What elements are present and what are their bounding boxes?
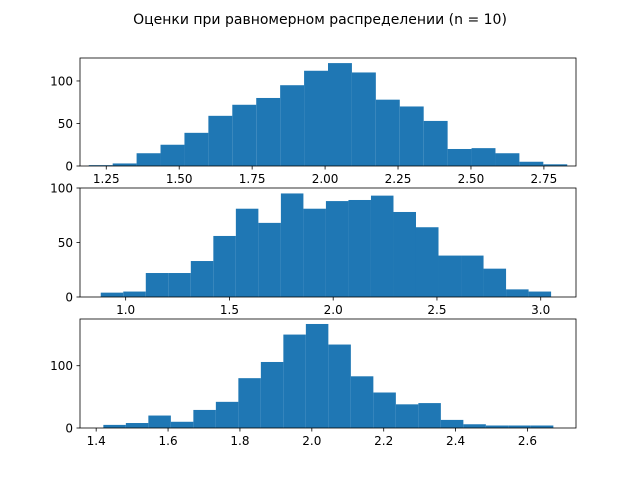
histogram-bar [103,424,126,428]
x-tick-label: 2.25 [385,172,412,186]
histogram-bar [495,153,520,166]
x-tick-label: 3.0 [531,303,550,317]
histogram-bar [193,409,216,428]
x-tick-label: 1.50 [166,172,193,186]
histogram-bar [148,415,171,428]
histogram-panel-2: 1.0 1.5 2.0 2.5 3.0 0 50 100 [50,181,577,317]
x-tick-label: 2.5 [427,303,446,317]
histogram-bar [136,153,161,166]
histogram-bar [215,401,239,428]
x-tick-label: 2.4 [446,434,465,448]
histogram-bar [447,148,472,166]
histogram-bar [232,104,257,166]
histogram-bar [463,424,486,428]
histogram-bar [418,403,441,428]
histogram-bar [184,132,209,166]
figure-title: Оценки при равномерном распределении (n … [133,12,507,28]
y-tick-label: 100 [50,181,73,195]
histogram-bar [325,201,349,297]
histogram-bar [506,289,529,297]
x-tick-label: 2.75 [531,172,558,186]
histogram-bar [395,404,419,428]
histogram-bar [415,227,439,297]
histogram-bar [283,334,306,428]
y-tick-label: 0 [65,159,73,173]
x-tick-label: 2.00 [312,172,339,186]
y-tick-label: 100 [50,359,73,373]
histogram-bar [125,423,149,428]
histogram-bar [508,425,531,428]
histogram-bar [440,419,464,428]
histogram-bar [258,222,281,297]
histogram-bar [375,99,400,166]
histogram-bar [328,63,352,166]
y-tick-label: 0 [65,290,73,304]
histogram-bar [393,211,416,297]
histogram-bar [530,425,554,428]
histogram-bar [399,106,424,166]
y-tick-label: 100 [50,74,73,88]
x-tick-label: 1.0 [116,303,135,317]
histogram-bar [304,70,328,166]
histogram-bar [235,208,259,297]
axes-frame [79,57,577,167]
histogram-bar [208,115,233,166]
histogram-bar [350,376,374,428]
histogram-bar [471,148,496,166]
histogram-bar [170,421,194,428]
histogram-bar [123,291,146,297]
histogram-bar [328,344,351,428]
histogram-bar [280,193,304,297]
x-tick-label: 1.6 [159,434,178,448]
histogram-bar [256,97,281,166]
x-tick-label: 1.75 [239,172,266,186]
x-tick-label: 2.0 [324,303,343,317]
x-tick-label: 2.0 [302,434,321,448]
y-tick-label: 0 [65,421,73,435]
histogram-bar [190,261,214,297]
x-tick-label: 1.5 [220,303,239,317]
histogram-bar [543,164,568,166]
histogram-bar [348,199,371,297]
x-tick-label: 2.6 [518,434,537,448]
x-tick-label: 2.50 [458,172,485,186]
histogram-bar [528,291,552,297]
histogram-bar [370,195,394,297]
histogram-bar [305,323,329,428]
x-tick-label: 1.8 [230,434,249,448]
histogram-bar [238,378,261,428]
x-tick-label: 1.25 [93,172,120,186]
histogram-bar [213,235,236,297]
histogram-bar [88,165,113,166]
y-tick-label: 50 [58,236,73,250]
histogram-bar [483,268,507,297]
histogram-bar [168,273,191,297]
x-tick-label: 2.2 [374,434,393,448]
histogram-bar [485,425,509,428]
histogram-bar [303,208,326,297]
histogram-panel-1: 1.25 1.50 1.75 2.00 2.25 2.50 2.75 0 50 100 [50,57,577,186]
histogram-bar [438,255,462,297]
histogram-panel-3: 1.4 1.6 1.8 2.0 2.2 2.4 2.6 0 100 [50,318,577,448]
histogram-bar [100,292,124,297]
x-tick-label: 1.4 [87,434,106,448]
histogram-bar [160,144,185,166]
histogram-bar [112,163,137,166]
histogram-bar [373,392,396,428]
histogram-bar [280,85,305,166]
histogram-bar [145,273,169,297]
histogram-bar [423,120,448,166]
y-tick-label: 50 [58,117,73,131]
histogram-bar [519,161,544,166]
histogram-bar [461,255,484,297]
histogram-bar [260,361,284,428]
axes-frame [79,318,577,429]
histogram-bar [351,72,376,166]
